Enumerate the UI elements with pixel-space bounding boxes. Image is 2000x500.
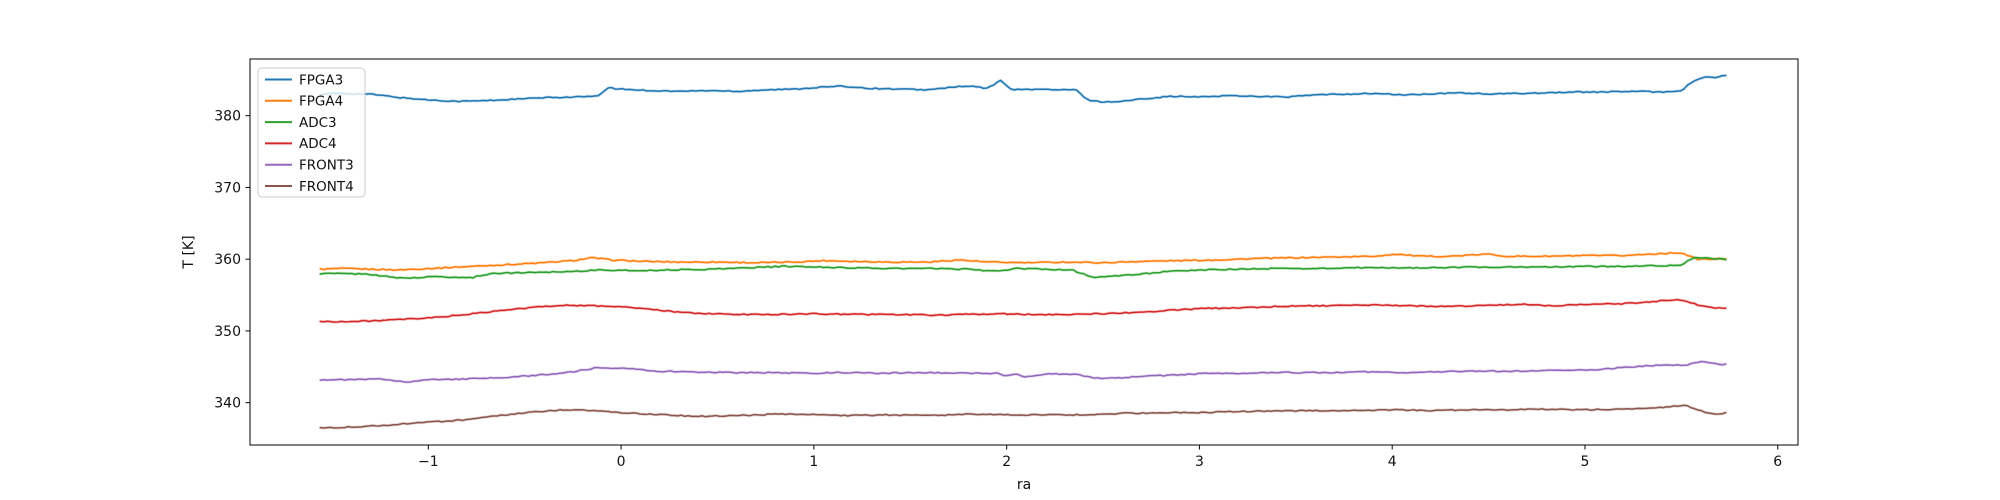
legend-label-FRONT3: FRONT3: [299, 158, 354, 174]
y-axis-label: T [K]: [181, 235, 197, 269]
x-tick-label: 5: [1581, 454, 1590, 470]
x-tick-label: 6: [1773, 454, 1782, 470]
x-axis-label: ra: [1017, 477, 1031, 493]
series-fuzz-FRONT4: [318, 403, 1728, 430]
legend-label-ADC3: ADC3: [299, 115, 337, 131]
series-line-FRONT3: [319, 360, 1727, 383]
y-tick-label: 360: [214, 252, 241, 268]
x-tick-label: 1: [809, 454, 818, 470]
series-line-FRONT4: [319, 404, 1727, 429]
series-fuzz-ADC4: [318, 298, 1728, 324]
series-fuzz-ADC3: [318, 256, 1728, 280]
x-tick-label: −1: [418, 454, 439, 470]
legend: FPGA3 FPGA4 ADC3 ADC4 FRONT3 FRONT4: [257, 67, 366, 198]
axes-spines: [249, 58, 1799, 446]
y-tick-label: 380: [214, 109, 241, 125]
legend-label-FRONT4: FRONT4: [299, 179, 354, 195]
legend-label-FPGA3: FPGA3: [299, 72, 343, 88]
y-tick-label: 350: [214, 324, 241, 340]
legend-label-ADC4: ADC4: [299, 136, 337, 152]
y-tick-label: 340: [214, 396, 241, 412]
series-line-FPGA3: [319, 74, 1727, 104]
series-line-ADC4: [319, 298, 1727, 323]
series-line-ADC3: [319, 256, 1727, 280]
x-tick-label: 0: [617, 454, 626, 470]
x-tick-label: 2: [1002, 454, 1011, 470]
plot-area: −1 0 1 2 3 4 5 6 340 350 360 370 380 FPGA3 FPGA4 ADC3 AD…: [214, 58, 1799, 470]
y-tick-label: 370: [214, 180, 241, 196]
legend-label-FPGA4: FPGA4: [299, 94, 343, 110]
series-line-FPGA4: [319, 251, 1727, 271]
series-fuzz-FRONT3: [318, 360, 1728, 384]
x-tick-label: 3: [1195, 454, 1204, 470]
x-tick-label: 4: [1388, 454, 1397, 470]
